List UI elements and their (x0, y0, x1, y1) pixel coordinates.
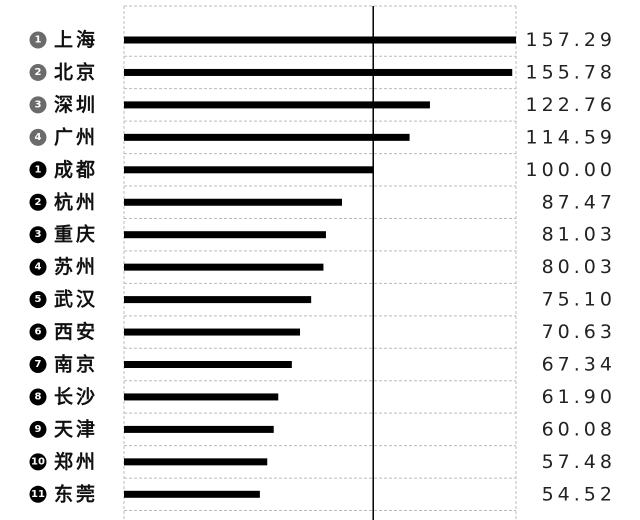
value-label: 157.29 (526, 29, 616, 51)
rank-badge (29, 63, 47, 81)
rank-label: 3 (35, 229, 42, 240)
value-label: 80.03 (542, 256, 616, 278)
bar (124, 198, 342, 206)
bar (124, 133, 410, 141)
y-tick-label: 长沙 (54, 386, 98, 408)
rank-label: 3 (35, 99, 42, 110)
y-tick-label: 苏州 (54, 255, 98, 278)
value-label: 75.10 (542, 289, 616, 311)
rank-label: 5 (35, 294, 42, 305)
y-tick-label: 成都 (54, 158, 98, 181)
rank-label: 1 (35, 35, 42, 46)
rank-badge (29, 96, 47, 114)
value-label: 155.78 (526, 61, 616, 83)
value-label: 100.00 (526, 159, 616, 181)
bar (124, 263, 324, 271)
bar (124, 490, 260, 498)
rank-badge (29, 193, 47, 211)
rank-badge (29, 323, 47, 341)
bar (124, 393, 279, 401)
value-label: 81.03 (542, 224, 616, 246)
y-tick-label: 南京 (54, 353, 98, 376)
y-tick-label: 郑州 (54, 451, 98, 473)
bar (124, 361, 292, 368)
rank-label: 4 (35, 262, 42, 273)
rank-badge (29, 31, 47, 49)
y-tick-label: 广州 (54, 125, 98, 148)
rank-badge (29, 420, 47, 438)
value-label: 60.08 (542, 418, 616, 440)
bar (124, 231, 326, 239)
value-label: 87.47 (542, 191, 616, 213)
rank-label: 8 (35, 391, 42, 402)
y-tick-label: 上海 (54, 28, 98, 51)
rank-label: 2 (35, 67, 42, 78)
value-label: 54.52 (542, 483, 616, 505)
value-label: 57.48 (542, 451, 616, 473)
rank-badge (29, 356, 47, 373)
rank-label: 9 (35, 424, 42, 435)
rank-label: 1 (35, 164, 42, 175)
value-label: 70.63 (542, 321, 616, 343)
y-tick-label: 天津 (54, 417, 98, 440)
y-tick-label: 东莞 (54, 482, 98, 505)
bar (124, 36, 516, 44)
rank-badge (29, 485, 47, 503)
rank-label: 7 (35, 359, 42, 370)
value-label: 122.76 (526, 94, 616, 116)
rank-badge (29, 388, 47, 406)
rank-label: 6 (35, 327, 42, 338)
value-label: 61.90 (542, 386, 616, 408)
rank-label: 11 (31, 489, 45, 500)
bar (124, 425, 274, 433)
bar (124, 68, 513, 76)
rank-badge (29, 291, 47, 309)
bar (124, 328, 301, 336)
y-tick-label: 西安 (54, 320, 98, 343)
rank-label: 4 (35, 132, 42, 143)
rank-label: 2 (35, 197, 42, 208)
rank-badge (29, 258, 47, 276)
value-label: 67.34 (542, 354, 616, 376)
rank-badge (29, 161, 47, 179)
y-tick-label: 重庆 (54, 223, 98, 246)
rank-label: 10 (31, 456, 45, 467)
bar (124, 296, 312, 304)
y-tick-label: 杭州 (54, 190, 98, 213)
y-tick-label: 深圳 (54, 93, 98, 116)
rank-badge (29, 453, 47, 471)
rank-badge (29, 128, 47, 146)
bar (124, 458, 268, 466)
rank-badge (29, 226, 47, 244)
y-tick-label: 北京 (54, 60, 98, 83)
value-label: 114.59 (526, 126, 616, 148)
y-tick-label: 武汉 (54, 289, 98, 311)
bar (124, 166, 374, 174)
bar (124, 101, 430, 109)
